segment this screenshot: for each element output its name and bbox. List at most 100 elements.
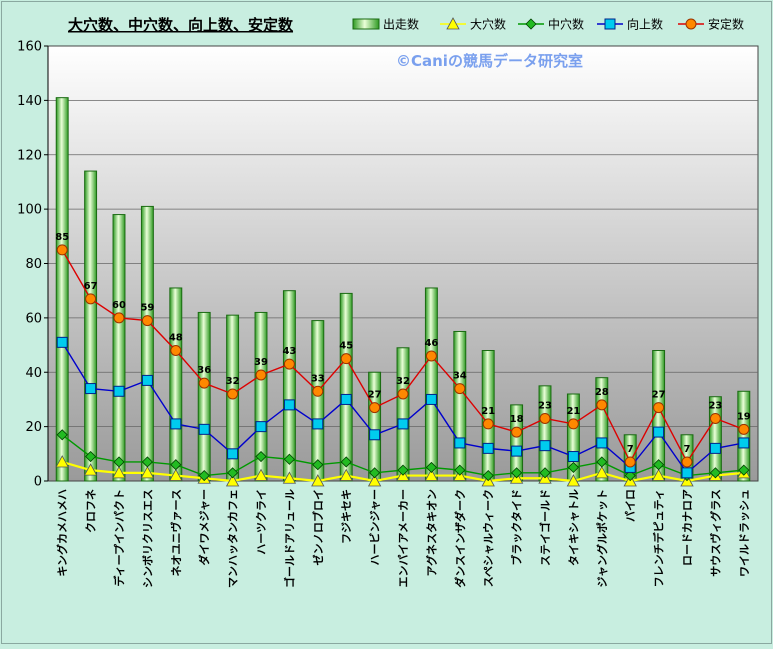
point (566, 474, 581, 487)
data-label: 28 (595, 387, 609, 398)
point (170, 418, 182, 430)
x-tick-label: ハーツクライ (255, 489, 268, 555)
data-label: 36 (197, 365, 211, 376)
point (482, 469, 494, 482)
x-tick-label: パイロ (624, 489, 637, 522)
point (198, 377, 210, 389)
bar (140, 205, 154, 482)
x-tick-label: ゼンノロブロイ (311, 489, 325, 565)
point (141, 315, 153, 327)
data-label: 60 (112, 300, 126, 311)
point (312, 385, 324, 397)
point (312, 459, 324, 471)
point (170, 345, 182, 356)
x-tick-label: マンハッタンカフェ (227, 489, 240, 588)
x-tick-label: ネオユニヴァース (169, 489, 183, 576)
data-label: 19 (737, 411, 751, 422)
point (141, 374, 153, 386)
x-tick-label: タイキシャトル (567, 489, 580, 566)
point (397, 388, 409, 400)
x-axis-labels: キングカメハメハ クロフネ ディープインパクト シンボリクリスエス ネオユニヴァース ダイ… (55, 489, 751, 588)
point (141, 456, 153, 468)
bar (169, 287, 183, 482)
x-tick-label: アグネスタキオン (424, 489, 438, 576)
point (653, 426, 665, 438)
bar (652, 350, 666, 482)
x-tick-label: フレンチデピュティ (652, 489, 666, 587)
bar (595, 377, 609, 482)
point (83, 463, 98, 476)
bar (368, 371, 382, 482)
point (596, 437, 608, 449)
point (55, 455, 69, 468)
point (113, 312, 125, 324)
point (424, 468, 439, 481)
point (112, 466, 126, 479)
bar (339, 292, 353, 482)
data-label: 59 (140, 303, 154, 314)
point (56, 244, 68, 256)
x-tick-label: スペシャルウィーク (482, 489, 495, 587)
point (56, 336, 68, 348)
data-labels: 85 67 60 59 48 36 32 39 43 33 45 27 32 46 34 21 18 23 21 28… (55, 232, 751, 455)
point (596, 399, 608, 411)
y-tick-label: 80 (25, 257, 42, 272)
point (140, 466, 155, 479)
legend-swatch (352, 18, 380, 30)
y-tick-label: 140 (17, 94, 42, 109)
x-tick-label: シンボリクリスエス (140, 489, 154, 588)
point (56, 429, 68, 441)
bar (708, 396, 722, 482)
point (283, 453, 295, 465)
data-label: 23 (538, 400, 552, 411)
y-tick-label: 160 (17, 40, 42, 55)
point (454, 464, 466, 476)
x-tick-label: ゴールドアリュール (282, 489, 296, 588)
point (482, 442, 494, 454)
legend: 出走数 大穴数 中穴数 向上数 安定数 (352, 17, 744, 32)
data-label: 21 (481, 406, 495, 417)
bar (84, 170, 98, 482)
point (446, 17, 460, 30)
point (685, 18, 697, 30)
data-label: 27 (368, 390, 382, 401)
point (397, 464, 409, 476)
data-label: 85 (55, 232, 69, 243)
data-label: 23 (708, 400, 722, 411)
y-tick-label: 120 (17, 148, 42, 163)
data-label: 39 (254, 357, 268, 368)
point (567, 461, 579, 473)
point (454, 383, 466, 395)
point (624, 469, 636, 482)
point (709, 467, 721, 479)
point (425, 350, 437, 362)
point (369, 467, 381, 479)
y-tick-label: 60 (25, 311, 42, 326)
data-label: 18 (510, 414, 524, 425)
point (113, 385, 125, 397)
bar (254, 311, 268, 482)
point (340, 393, 352, 405)
bar (311, 320, 325, 482)
bar (282, 290, 296, 482)
legend-label: 向上数 (627, 17, 663, 32)
point (340, 456, 352, 468)
data-label: 32 (226, 376, 240, 387)
point (709, 442, 721, 454)
point (254, 468, 268, 481)
x-tick-label: ステイゴールド (538, 489, 552, 566)
point (227, 467, 239, 479)
point (539, 440, 551, 452)
point (170, 459, 182, 471)
bar (112, 214, 126, 482)
legend-label: 中穴数 (548, 17, 584, 32)
point (282, 471, 297, 484)
point (624, 456, 636, 468)
point (169, 468, 183, 481)
data-label: 33 (311, 373, 325, 384)
point (511, 467, 523, 479)
point (653, 459, 665, 471)
bars (55, 97, 751, 482)
